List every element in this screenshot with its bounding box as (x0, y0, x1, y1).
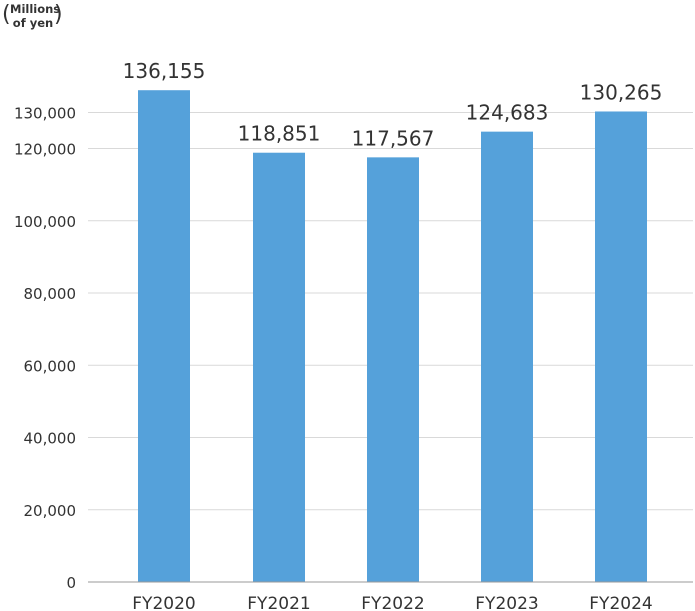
value-labels: 136,155 118,851 117,567 124,683 130,265 (123, 59, 663, 150)
y-tick-label: 130,000 (14, 104, 76, 122)
bar (595, 111, 647, 582)
y-tick-label: 120,000 (14, 141, 76, 159)
y-tick-label: 60,000 (24, 357, 77, 375)
unit-label-line1: Millions (10, 2, 61, 16)
value-label: 118,851 (238, 122, 321, 146)
x-tick-label: FY2020 (132, 594, 195, 611)
bar (481, 131, 533, 582)
bar (138, 90, 190, 583)
value-label: 117,567 (352, 126, 435, 150)
unit-close-paren: ) (54, 2, 63, 27)
value-label: 130,265 (580, 80, 663, 104)
y-tick-label: 20,000 (24, 502, 77, 520)
bar (367, 157, 419, 582)
x-tick-label: FY2022 (361, 594, 424, 611)
value-label: 136,155 (123, 59, 206, 83)
y-tick-label: 40,000 (24, 430, 77, 448)
y-tick-label: 100,000 (14, 213, 76, 231)
bars (138, 90, 647, 583)
x-tick-label: FY2023 (475, 594, 538, 611)
y-axis-ticks: 0 20,000 40,000 60,000 80,000 100,000 120,000 1… (14, 104, 76, 592)
value-label: 124,683 (466, 101, 549, 125)
x-tick-label: FY2021 (247, 594, 310, 611)
y-tick-label: 80,000 (24, 285, 77, 303)
x-tick-label: FY2024 (589, 594, 652, 611)
y-tick-label: 0 (66, 574, 76, 592)
unit-open-paren: ( (2, 2, 11, 27)
bar (253, 152, 305, 582)
unit-label-line2: of yen (12, 16, 54, 30)
x-axis-ticks: FY2020 FY2021 FY2022 FY2023 FY2024 (132, 594, 652, 611)
unit-label: ( Millions of yen ) (0, 0, 63, 36)
